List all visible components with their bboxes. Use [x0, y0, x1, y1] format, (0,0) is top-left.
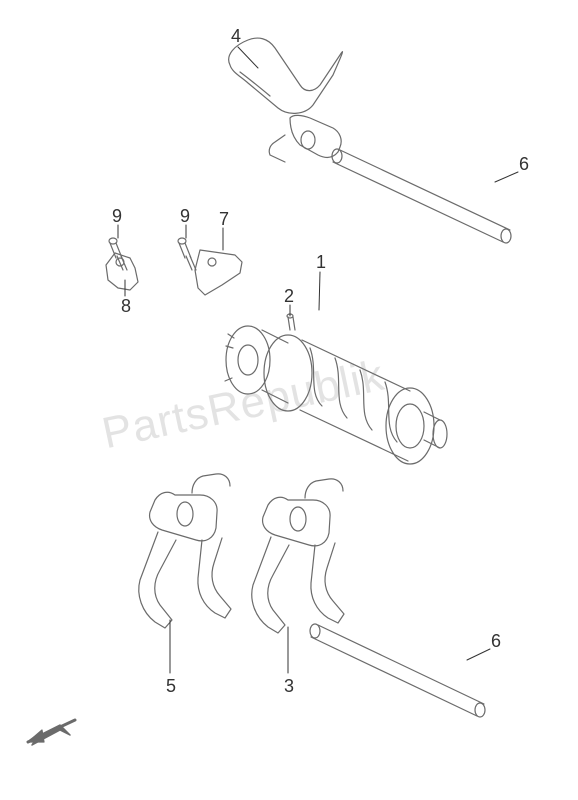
callout-3: 3: [284, 676, 294, 697]
callout-7: 7: [219, 209, 229, 230]
dowel-pin: [287, 314, 295, 330]
stopper-plate-left: [106, 253, 138, 290]
callout-leaders: [118, 47, 518, 673]
callout-2: 2: [284, 286, 294, 307]
shift-fork-shaft-lower: [310, 624, 485, 717]
diagram-container: 1 2 3 4 5 6 6 7 8 9 9 PartsRepublik: [0, 0, 578, 800]
callout-6b: 6: [491, 631, 501, 652]
shift-fork-shaft-upper: [332, 149, 511, 243]
callout-5: 5: [166, 676, 176, 697]
callout-9b: 9: [180, 206, 190, 227]
callout-4: 4: [231, 26, 241, 47]
callout-8: 8: [121, 296, 131, 317]
stopper-plate-right: [195, 250, 242, 295]
shift-fork-lower-right: [252, 479, 344, 633]
direction-arrow: [28, 720, 75, 745]
screw-right: [178, 238, 196, 270]
shift-fork-lower-left: [139, 474, 231, 628]
callout-1: 1: [316, 252, 326, 273]
callout-9a: 9: [112, 206, 122, 227]
shift-fork-upper: [229, 38, 343, 162]
shift-cam-assembly: [225, 326, 447, 464]
callout-6a: 6: [519, 154, 529, 175]
